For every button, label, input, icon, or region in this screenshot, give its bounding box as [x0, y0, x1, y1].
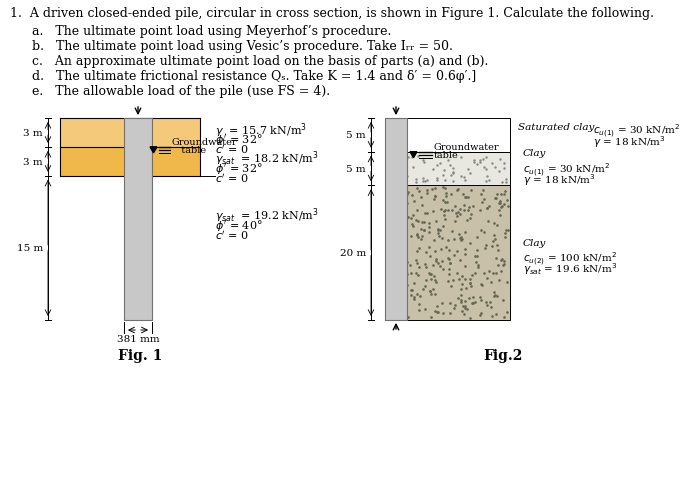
Text: e.   The allowable load of the pile (use FS = 4).: e. The allowable load of the pile (use F…: [32, 85, 330, 98]
Text: Groundwater: Groundwater: [172, 138, 237, 146]
Bar: [385, 152, 510, 186]
Text: $c_{u(1)}$ = 30 kN/m$^2$: $c_{u(1)}$ = 30 kN/m$^2$: [593, 123, 680, 140]
Text: 1.  A driven closed-ended pile, circular in cross section, is shown in Figure 1.: 1. A driven closed-ended pile, circular …: [10, 7, 654, 20]
Text: Clay: Clay: [523, 238, 547, 247]
Polygon shape: [150, 147, 157, 154]
Text: $c'$ = 0: $c'$ = 0: [215, 142, 248, 156]
Bar: [385, 119, 407, 320]
Text: $c'$ = 0: $c'$ = 0: [215, 171, 248, 184]
Text: table: table: [172, 145, 206, 155]
Text: Fig.2: Fig.2: [483, 348, 522, 362]
Text: $\gamma_{sat}$ = 19.6 kN/m$^3$: $\gamma_{sat}$ = 19.6 kN/m$^3$: [523, 261, 617, 277]
Text: $c_{u(1)}$ = 30 kN/m$^2$: $c_{u(1)}$ = 30 kN/m$^2$: [523, 161, 610, 178]
Text: c.   An approximate ultimate point load on the basis of parts (a) and (b).: c. An approximate ultimate point load on…: [32, 55, 489, 68]
Text: $\phi'$ = 32°: $\phi'$ = 32°: [215, 132, 262, 147]
Text: 3 m: 3 m: [23, 158, 43, 166]
Text: b.   The ultimate point load using Vesic’s procedure. Take Iᵣᵣ = 50.: b. The ultimate point load using Vesic’s…: [32, 40, 453, 53]
Bar: [60, 119, 200, 147]
Text: 15 m: 15 m: [17, 244, 43, 253]
Text: Groundwater: Groundwater: [434, 142, 500, 151]
Text: a.   The ultimate point load using Meyerhof’s procedure.: a. The ultimate point load using Meyerho…: [32, 25, 391, 38]
Text: 381 mm: 381 mm: [117, 334, 160, 343]
Text: 20 m: 20 m: [340, 249, 366, 258]
Text: $\gamma_{sat}$  = 18.2 kN/m$^3$: $\gamma_{sat}$ = 18.2 kN/m$^3$: [215, 149, 319, 168]
Text: Fig. 1: Fig. 1: [118, 348, 162, 362]
Text: Saturated clay: Saturated clay: [518, 123, 594, 132]
Text: 5 m: 5 m: [346, 131, 366, 140]
Bar: [385, 119, 510, 152]
Text: $\gamma_{sat}$  = 19.2 kN/m$^3$: $\gamma_{sat}$ = 19.2 kN/m$^3$: [215, 206, 319, 225]
Text: $\gamma$  = 15.7 kN/m$^3$: $\gamma$ = 15.7 kN/m$^3$: [215, 121, 307, 139]
Bar: [385, 186, 510, 320]
Text: d.   The ultimate frictional resistance Qₛ. Take K = 1.4 and δ′ = 0.6φ′.]: d. The ultimate frictional resistance Qₛ…: [32, 70, 476, 83]
Bar: [60, 147, 200, 176]
Text: $\phi'$ = 32°: $\phi'$ = 32°: [215, 161, 262, 176]
Text: $\gamma$ = 18 kN/m$^3$: $\gamma$ = 18 kN/m$^3$: [523, 172, 596, 188]
Text: $c_{u(2)}$ = 100 kN/m$^2$: $c_{u(2)}$ = 100 kN/m$^2$: [523, 250, 617, 267]
Polygon shape: [410, 152, 417, 158]
Text: 3 m: 3 m: [23, 129, 43, 138]
Text: Clay: Clay: [523, 149, 547, 158]
Text: 5 m: 5 m: [346, 164, 366, 174]
Bar: [124, 119, 152, 320]
Text: table: table: [434, 150, 458, 160]
Text: $\phi'$ = 40°: $\phi'$ = 40°: [215, 217, 262, 232]
Text: $\gamma$ = 18 kN/m$^3$: $\gamma$ = 18 kN/m$^3$: [593, 134, 666, 149]
Text: $c'$ = 0: $c'$ = 0: [215, 228, 248, 241]
